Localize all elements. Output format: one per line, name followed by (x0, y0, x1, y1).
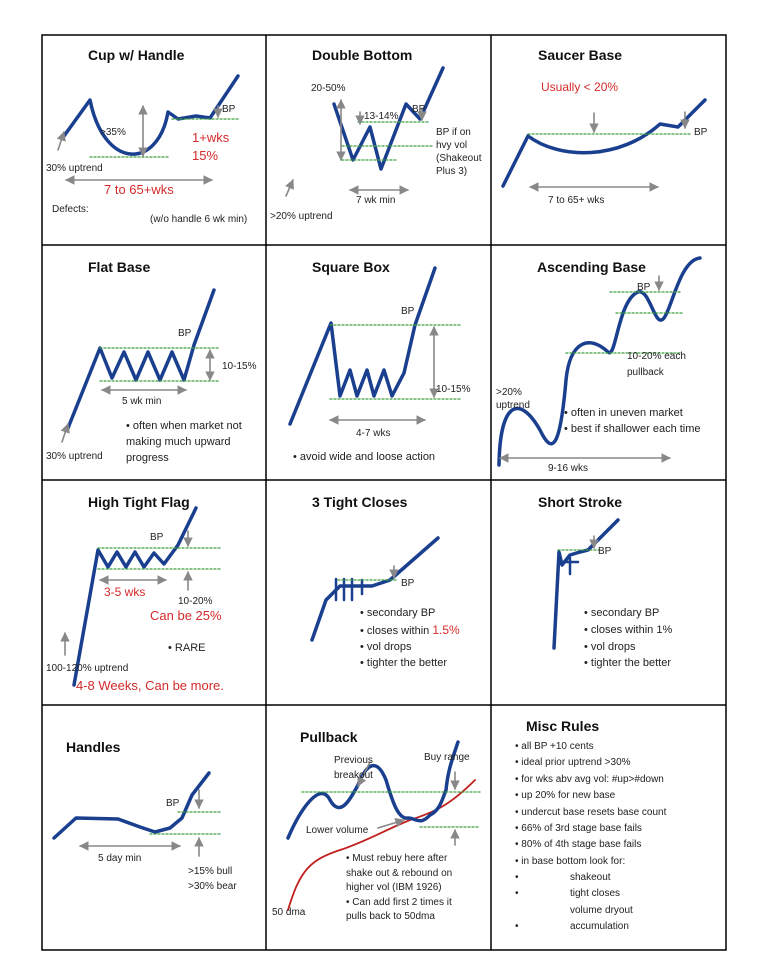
panel-title-handles: Handles (66, 739, 121, 755)
panel-title-tight-closes: 3 Tight Closes (312, 494, 408, 510)
panel-title-square-box: Square Box (312, 259, 390, 275)
misc-sub-bullet: • (515, 888, 519, 899)
short-stroke-bullet-4: • tighter the better (584, 657, 672, 669)
tight-closes-bullet-1: • secondary BP (360, 607, 436, 619)
htf-depth-label: 10-20% (178, 596, 213, 607)
double-bottom-mid-label: 13-14% (364, 111, 399, 122)
cup-uptrend-label: 30% uptrend (46, 163, 103, 174)
htf-wks-label: 3-5 wks (104, 585, 146, 599)
panel-title-saucer-base: Saucer Base (538, 47, 623, 63)
panel-grid (41, 34, 727, 951)
double-bottom-pattern (285, 66, 445, 197)
double-bottom-uptrend-label: >20% uptrend (270, 211, 333, 222)
htf-rare-label: • RARE (168, 642, 206, 654)
short-stroke-bullet-3: • vol drops (584, 641, 636, 653)
flat-bp-label: BP (178, 328, 192, 339)
pullback-buy-range-label: Buy range (424, 752, 470, 763)
flat-depth-label: 10-15% (222, 361, 257, 372)
cup-depth-label: >35% (100, 127, 126, 138)
square-box-pattern (288, 266, 461, 426)
panel-title-ascending-base: Ascending Base (537, 259, 646, 275)
handles-bp-label: BP (166, 798, 180, 809)
ascending-pullback-label: 10-20% each pullback (627, 351, 686, 378)
square-duration-label: 4-7 wks (356, 428, 391, 439)
tight-closes-bullet-4: • tighter the better (360, 657, 448, 669)
panel-title-double-bottom: Double Bottom (312, 47, 413, 63)
cup-defects-label: Defects: (52, 204, 89, 215)
square-note: • avoid wide and loose action (293, 451, 436, 463)
misc-sub-rule: shakeout (570, 872, 611, 883)
ascending-uptrend-label: >20% uptrend (496, 387, 530, 411)
cup-wks-label: 1+wks (192, 130, 230, 145)
tight-closes-bp-label: BP (401, 578, 415, 589)
handles-pattern (52, 771, 221, 857)
htf-weeks-label: 4-8 Weeks, Can be more. (76, 678, 224, 693)
misc-sub-bullet: • (515, 872, 519, 883)
short-stroke-bullet-1: • secondary BP (584, 607, 660, 619)
cup-handle-pattern (56, 74, 240, 185)
tight-closes-bullet-2: • closes within 1.5% (360, 624, 460, 638)
misc-rule: • ideal prior uptrend >30% (515, 757, 631, 768)
htf-bp-label: BP (150, 532, 164, 543)
misc-rule: • in base bottom look for: (515, 856, 626, 867)
misc-sub-rule: tight closes (570, 888, 621, 899)
flat-note: • often when market not making much upwa… (126, 420, 242, 464)
pullback-note: • Must rebuy here after shake out & rebo… (346, 853, 453, 922)
high-tight-flag-pattern (60, 506, 223, 687)
pullback-lower-volume-label: Lower volume (306, 825, 369, 836)
cup-bp-label: BP (222, 104, 236, 115)
misc-sub-rule: accumulation (570, 921, 629, 932)
pullback-previous-label: Previous breakout (334, 755, 373, 781)
ascending-note: • often in uneven market • best if shall… (564, 407, 701, 435)
misc-rule: • 66% of 3rd stage base fails (515, 823, 642, 834)
misc-rule: • 80% of 4th stage base fails (515, 839, 642, 850)
tight-closes-red-value: 1.5% (432, 623, 460, 637)
pullback-pattern (286, 740, 481, 911)
ascending-duration-label: 9-16 wks (548, 463, 589, 474)
panel-title-cup-handle: Cup w/ Handle (88, 47, 185, 63)
flat-base-pattern (60, 288, 219, 443)
saucer-base-pattern (501, 98, 707, 192)
flat-duration-label: 5 wk min (122, 396, 162, 407)
misc-rule: • for wks abv avg vol: #up>#down (515, 774, 664, 785)
saucer-usually-label: Usually < 20% (541, 80, 619, 94)
handles-duration-label: 5 day min (98, 853, 142, 864)
cup-pct-label: 15% (192, 148, 219, 163)
short-stroke-bp-label: BP (598, 546, 612, 557)
tight-closes-bullet-3: • vol drops (360, 641, 412, 653)
tight-closes-pattern (310, 536, 440, 642)
tight-closes-bullet-2-text: • closes within (360, 625, 433, 637)
panel-title-flat-base: Flat Base (88, 259, 151, 275)
misc-rule: • undercut base resets base count (515, 807, 667, 818)
saucer-duration-label: 7 to 65+ wks (548, 195, 605, 206)
double-bottom-depth-label: 20-50% (311, 83, 346, 94)
ascending-base-pattern (497, 256, 702, 467)
htf-uptrend-label: 100-120% uptrend (46, 663, 129, 674)
ascending-bp-label: BP (637, 282, 651, 293)
cup-duration-label: 7 to 65+wks (104, 182, 174, 197)
htf-can-be-label: Can be 25% (150, 608, 222, 623)
panel-title-misc-rules: Misc Rules (526, 718, 600, 734)
pullback-dma-label: 50 dma (272, 907, 306, 918)
misc-rule: • all BP +10 cents (515, 741, 594, 752)
square-bp-label: BP (401, 306, 415, 317)
misc-sub-rule: volume dryout (570, 905, 633, 916)
double-bottom-note: BP if on hvy vol (Shakeout Plus 3) (436, 127, 482, 177)
cup-handle-note: (w/o handle 6 wk min) (150, 214, 248, 225)
short-stroke-pattern (552, 518, 620, 650)
square-depth-label: 10-15% (436, 384, 471, 395)
panel-title-pullback: Pullback (300, 729, 358, 745)
misc-rule: • up 20% for new base (515, 790, 616, 801)
double-bottom-duration-label: 7 wk min (356, 195, 396, 206)
misc-sub-bullet: • (515, 921, 519, 932)
short-stroke-bullet-2: • closes within 1% (584, 624, 673, 636)
saucer-bp-label: BP (694, 127, 708, 138)
flat-uptrend-label: 30% uptrend (46, 451, 103, 462)
panel-title-short-stroke: Short Stroke (538, 494, 623, 510)
panel-title-high-tight-flag: High Tight Flag (88, 494, 190, 510)
handles-pct-label: >15% bull >30% bear (188, 866, 237, 892)
double-bottom-bp-label: BP (412, 104, 426, 115)
